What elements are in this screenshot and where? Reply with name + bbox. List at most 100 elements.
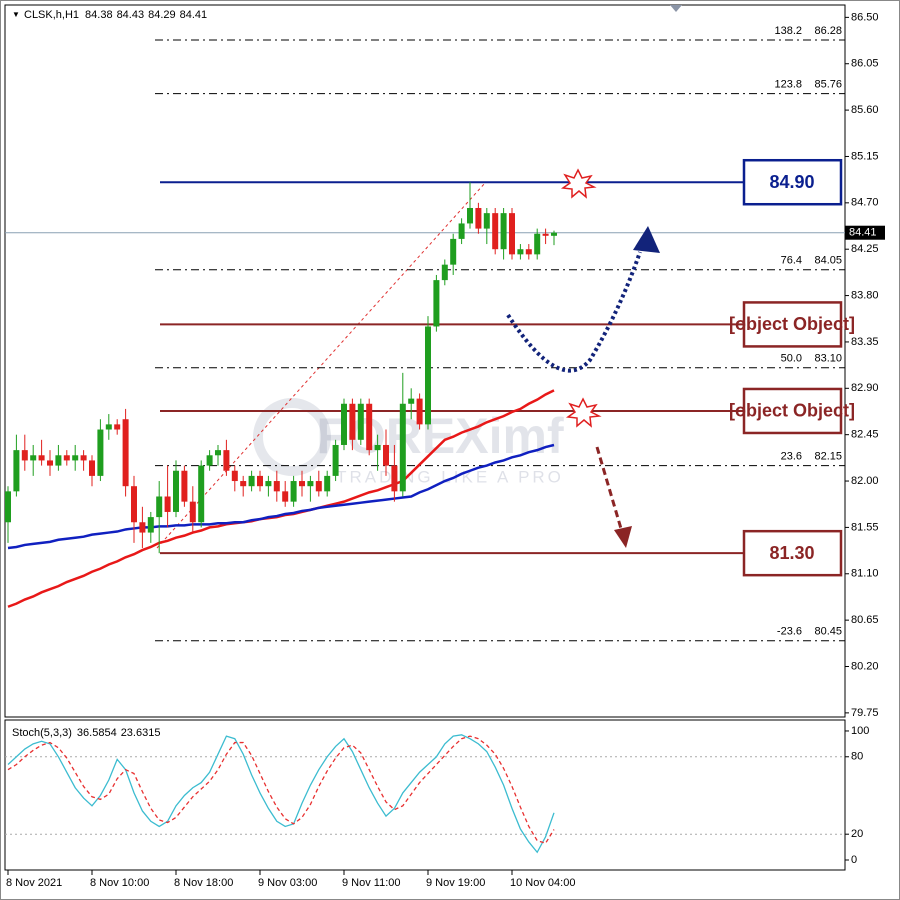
fib-price-label: 85.76 <box>814 79 842 91</box>
fib-ratio-label: 76.4 <box>781 255 802 267</box>
y-tick-label: 100 <box>851 725 869 737</box>
candle-body <box>80 455 87 461</box>
candle-body <box>189 501 196 523</box>
candle-body <box>534 233 541 255</box>
fib-ratio-label: 138.2 <box>774 25 802 37</box>
candle-body <box>156 496 163 518</box>
candle-body <box>97 429 104 476</box>
symbol: CLSK,h,H1 <box>24 9 79 21</box>
y-tick-label: 82.45 <box>851 429 879 441</box>
burst-icon <box>565 397 602 428</box>
candle-body <box>551 232 557 236</box>
y-tick-label: 80 <box>851 751 863 763</box>
y-tick-label: 84.25 <box>851 243 879 255</box>
candle-body <box>206 455 213 466</box>
stoch-line <box>7 735 555 844</box>
candle-body <box>341 403 347 445</box>
candle-body <box>122 419 129 487</box>
fib-ratio-label: 23.6 <box>781 450 802 462</box>
fib-ratio-label: -23.6 <box>777 626 802 638</box>
y-tick-label: 85.60 <box>851 104 879 116</box>
candle-body <box>324 475 331 492</box>
burst-icon <box>560 168 597 199</box>
current-price-tag <box>845 225 885 240</box>
candle-body <box>500 213 507 250</box>
candle-body <box>450 238 457 265</box>
x-tick-label: 8 Nov 10:00 <box>90 877 149 889</box>
candle-body <box>21 450 28 461</box>
fib-price-label: 80.45 <box>814 626 842 638</box>
candle-body <box>63 455 70 461</box>
menu-arrow[interactable]: ▼ <box>12 10 20 19</box>
candle-body <box>131 486 137 523</box>
candle-body <box>416 398 423 425</box>
candle-body <box>374 444 381 451</box>
stoch-k-last: 36.5854 <box>77 727 117 739</box>
candle-body <box>467 207 473 224</box>
x-tick-label: 9 Nov 11:00 <box>342 877 401 889</box>
header-close: 84.41 <box>180 9 208 21</box>
main-layer: 86.50 86.05 85.60 85.15 84.70 84.25 83.80 83.35… <box>5 11 885 889</box>
fib-ratio-label: 123.8 <box>774 79 802 91</box>
candle-body <box>509 213 515 255</box>
candle-body <box>181 470 188 502</box>
x-tick-label: 10 Nov 04:00 <box>510 877 575 889</box>
y-tick-label: 20 <box>851 828 863 840</box>
candle-body <box>542 233 549 236</box>
candle-body <box>299 481 305 487</box>
candle-body <box>114 424 121 430</box>
level-label: [object Object] <box>729 401 855 421</box>
fib-price-label: 83.10 <box>814 353 842 365</box>
y-tick-label: 84.70 <box>851 197 879 209</box>
candle-body <box>349 403 356 440</box>
y-tick-label: 83.80 <box>851 289 879 301</box>
stoch-panel <box>4 719 846 871</box>
candle-body <box>332 444 339 476</box>
candle-body <box>399 403 406 492</box>
candle-body <box>38 455 45 461</box>
bullish-path-arrow <box>506 251 642 373</box>
bearish-arrow <box>595 446 624 533</box>
fib-ratio-label: 50.0 <box>781 353 802 365</box>
level-box <box>742 387 843 435</box>
candle-body <box>391 465 398 492</box>
y-tick-label: 81.55 <box>851 521 879 533</box>
stoch-title: Stoch(5,3,3) <box>12 727 72 739</box>
stoch-d-last: 23.6315 <box>121 727 161 739</box>
candle-body <box>307 481 314 487</box>
current-price-label: 84.41 <box>849 227 877 239</box>
y-tick-label: 80.20 <box>851 660 879 672</box>
y-tick-label: 86.50 <box>851 11 879 23</box>
candle-body <box>139 522 146 533</box>
level-box <box>742 301 843 348</box>
candle-body <box>383 444 389 466</box>
y-tick-label: 0 <box>851 854 857 866</box>
chart-header: CLSK,h,H1 84.38 84.43 84.29 84.41 <box>24 9 207 21</box>
candle-body <box>425 326 431 425</box>
level-label: 81.30 <box>769 543 814 563</box>
y-tick-label: 82.00 <box>851 475 879 487</box>
x-tick-label: 8 Nov 18:00 <box>174 877 233 889</box>
candle-body <box>525 249 532 255</box>
candle-body <box>273 481 280 492</box>
annotations <box>506 168 660 548</box>
arrow-head <box>633 226 660 253</box>
candle-body <box>55 455 62 466</box>
y-tick-label: 82.90 <box>851 382 879 394</box>
candle-body <box>282 491 289 502</box>
x-tick-label: 9 Nov 19:00 <box>426 877 485 889</box>
header-low: 84.29 <box>148 9 176 21</box>
candle-body <box>30 455 37 461</box>
level-label: 84.90 <box>769 172 814 192</box>
x-tick-label: 8 Nov 2021 <box>6 877 62 889</box>
candle-body <box>240 481 247 487</box>
candle-body <box>231 470 238 482</box>
x-tick-label: 9 Nov 03:00 <box>258 877 317 889</box>
level-box <box>742 529 843 577</box>
candle-body <box>47 460 53 466</box>
candle-body <box>147 517 154 533</box>
fib-anchor-line <box>156 182 486 549</box>
candle-body <box>517 249 524 255</box>
